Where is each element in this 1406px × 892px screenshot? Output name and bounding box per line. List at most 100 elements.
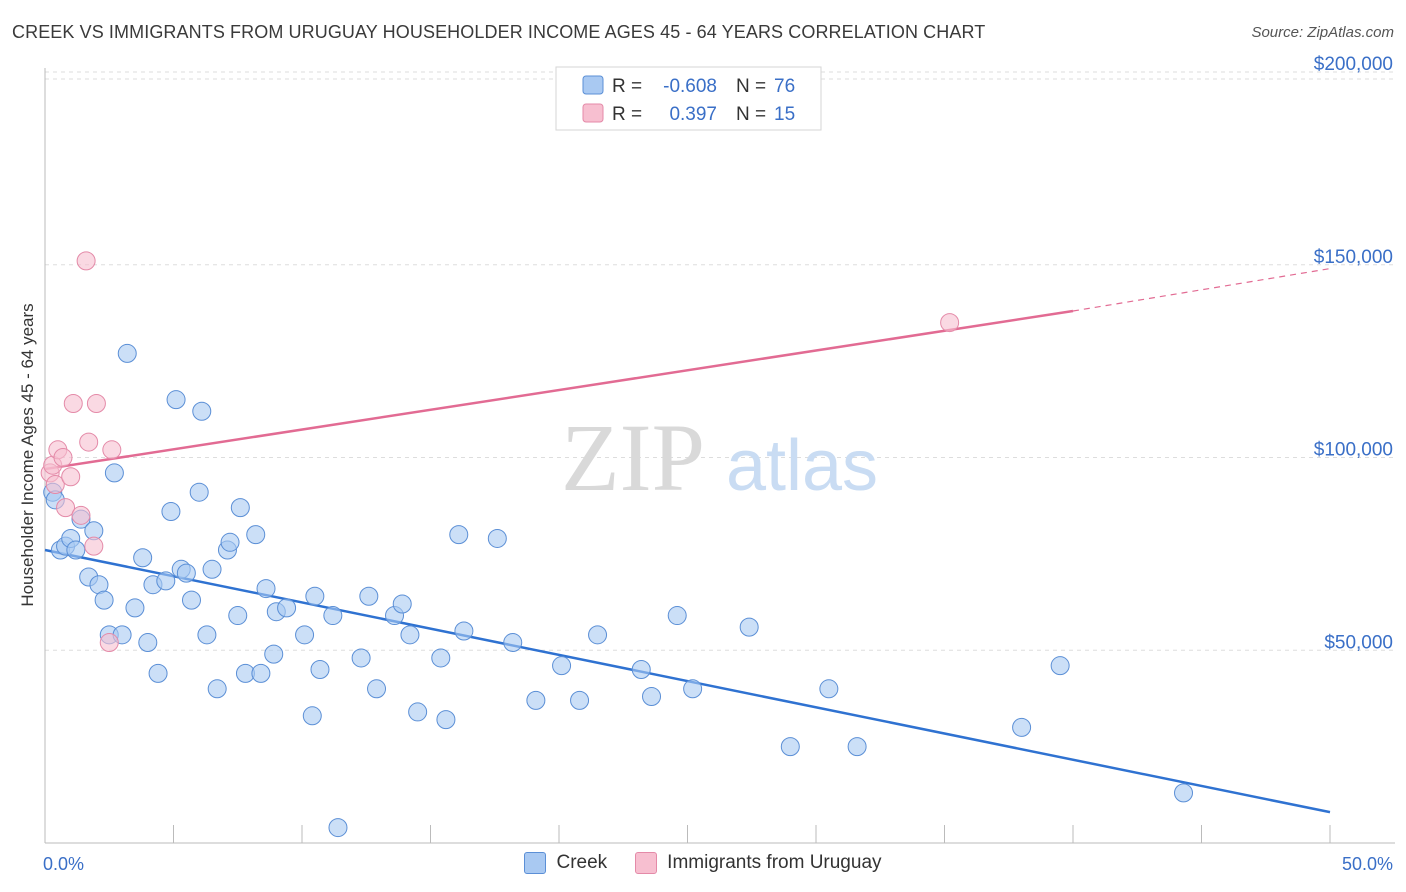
data-point-creek — [181, 590, 201, 610]
data-point-creek — [436, 710, 456, 730]
data-point-creek — [156, 571, 176, 591]
data-point-creek — [295, 625, 315, 645]
data-point-uruguay — [102, 440, 122, 460]
legend-swatch-creek — [582, 75, 604, 95]
x-tick-labels: 0.0% 50.0% — [43, 854, 1393, 874]
y-tick-label: $200,000 — [1314, 54, 1393, 75]
data-point-creek — [667, 606, 687, 626]
data-point-creek — [94, 590, 114, 610]
legend-swatch-creek — [524, 852, 547, 874]
watermark: ZIP atlas — [561, 404, 878, 511]
legend-label-uruguay: Immigrants from Uruguay — [667, 852, 882, 873]
data-point-creek — [138, 633, 158, 653]
data-point-creek — [302, 706, 322, 726]
legend-item-uruguay: Immigrants from Uruguay — [635, 852, 882, 874]
data-points — [40, 251, 1194, 838]
watermark-zip: ZIP — [561, 404, 705, 511]
data-point-creek — [133, 548, 153, 568]
legend-label-creek: Creek — [556, 852, 608, 873]
data-point-creek — [256, 579, 276, 599]
watermark-atlas: atlas — [726, 426, 878, 506]
legend-n-value: 76 — [774, 76, 795, 97]
data-point-creek — [192, 401, 212, 421]
data-point-creek — [104, 463, 124, 483]
data-point-creek — [631, 660, 651, 680]
data-point-creek — [400, 625, 420, 645]
data-point-creek — [392, 594, 412, 614]
trend-line-uruguay — [44, 309, 1074, 471]
data-point-creek — [570, 690, 590, 710]
data-point-creek — [526, 690, 546, 710]
data-point-creek — [1174, 783, 1194, 803]
x-tick-label: 0.0% — [43, 854, 84, 874]
data-point-uruguay — [79, 432, 99, 452]
legend-swatch-uruguay — [582, 103, 604, 123]
legend-n-value: 15 — [774, 104, 795, 125]
data-point-creek — [552, 656, 572, 676]
data-point-creek — [847, 737, 867, 757]
data-point-creek — [176, 563, 196, 583]
data-point-creek — [1012, 717, 1032, 737]
data-point-creek — [642, 687, 662, 707]
y-tick-labels: $50,000 $100,000 $150,000 $200,000 — [1314, 54, 1393, 653]
legend-n-label: N = — [736, 104, 766, 125]
data-point-uruguay — [71, 505, 91, 525]
data-point-creek — [166, 390, 186, 410]
y-tick-label: $50,000 — [1324, 632, 1393, 653]
data-point-creek — [220, 532, 240, 552]
legend-n-label: N = — [736, 76, 766, 97]
y-tick-label: $150,000 — [1314, 247, 1393, 268]
data-point-uruguay — [61, 467, 81, 487]
data-point-creek — [305, 586, 325, 606]
legend-r-value: 0.397 — [669, 104, 717, 125]
source-label: Source: ZipAtlas.com — [1251, 24, 1394, 41]
data-point-uruguay — [99, 633, 119, 653]
data-point-uruguay — [56, 498, 76, 518]
data-point-creek — [454, 621, 474, 641]
x-tick-label: 50.0% — [1342, 854, 1393, 874]
data-point-creek — [431, 648, 451, 668]
data-point-creek — [125, 598, 145, 618]
data-point-creek — [310, 660, 330, 680]
data-point-creek — [264, 644, 284, 664]
legend-r-label: R = — [612, 104, 642, 125]
legend-top: R = -0.608 N = 76 R = 0.397 N = 15 — [555, 66, 822, 131]
y-axis-label: Householder Income Ages 45 - 64 years — [18, 303, 37, 607]
data-point-creek — [323, 606, 343, 626]
data-point-creek — [780, 737, 800, 757]
data-point-creek — [819, 679, 839, 699]
data-point-creek — [683, 679, 703, 699]
data-point-creek — [228, 606, 248, 626]
data-point-creek — [487, 528, 507, 548]
data-point-creek — [359, 586, 379, 606]
data-point-uruguay — [940, 313, 960, 333]
legend-item-creek: Creek — [524, 852, 607, 874]
data-point-creek — [251, 663, 271, 683]
data-point-creek — [161, 501, 181, 521]
data-point-creek — [197, 625, 217, 645]
y-tick-label: $100,000 — [1314, 440, 1393, 461]
data-point-creek — [148, 663, 168, 683]
legend-r-label: R = — [612, 76, 642, 97]
data-point-creek — [328, 818, 348, 838]
data-point-uruguay — [84, 536, 104, 556]
data-point-creek — [189, 482, 209, 502]
legend-r-value: -0.608 — [663, 76, 717, 97]
chart-title: CREEK VS IMMIGRANTS FROM URUGUAY HOUSEHO… — [12, 22, 986, 42]
data-point-creek — [277, 598, 297, 618]
data-point-uruguay — [53, 448, 73, 467]
data-point-creek — [408, 702, 428, 722]
data-point-creek — [449, 525, 469, 545]
data-point-uruguay — [76, 251, 96, 271]
axes — [44, 68, 1395, 844]
data-point-creek — [66, 540, 86, 560]
legend-bottom: Creek Immigrants from Uruguay — [0, 852, 1406, 874]
data-point-creek — [117, 343, 137, 363]
data-point-uruguay — [45, 474, 65, 494]
data-point-uruguay — [86, 394, 106, 414]
data-point-creek — [207, 679, 227, 699]
legend-swatch-uruguay — [635, 852, 658, 874]
data-point-creek — [739, 617, 759, 637]
data-point-creek — [588, 625, 608, 645]
